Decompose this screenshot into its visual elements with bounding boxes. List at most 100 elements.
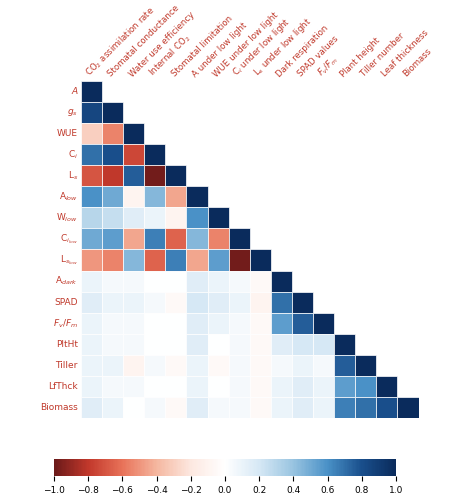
Bar [376,376,397,397]
Bar [123,292,144,313]
Text: C$_i$ under low light: C$_i$ under low light [230,15,294,79]
Bar [81,334,102,355]
Bar [229,397,250,418]
Bar [81,292,102,313]
Bar [144,144,166,165]
Bar [123,355,144,376]
Bar [186,249,207,271]
Bar [123,376,144,397]
Bar [81,313,102,334]
Bar [81,376,102,397]
Bar [229,313,250,334]
Bar [250,397,271,418]
Text: L$_s$: L$_s$ [68,169,78,182]
Bar [186,186,207,207]
Bar [292,334,313,355]
Bar [271,397,292,418]
Bar [271,292,292,313]
Bar [102,144,123,165]
Bar [186,292,207,313]
Bar [123,165,144,186]
Bar [271,376,292,397]
Bar [166,292,186,313]
Bar [81,165,102,186]
Bar [144,334,166,355]
Text: SPAD: SPAD [54,298,78,307]
Bar [81,355,102,376]
Bar [144,165,166,186]
Text: Stomatal limitation: Stomatal limitation [170,14,234,79]
Bar [81,228,102,249]
Bar [250,271,271,292]
Bar [123,334,144,355]
Text: Tiller number: Tiller number [360,32,406,79]
Bar [271,355,292,376]
Text: C$_{i_{low}}$: C$_{i_{low}}$ [60,232,78,246]
Bar [313,397,334,418]
Bar [250,334,271,355]
Bar [229,334,250,355]
Bar [186,397,207,418]
Text: Plant height: Plant height [338,35,382,79]
Bar [123,313,144,334]
Bar [102,249,123,271]
Bar [207,397,229,418]
Text: Dark respiration: Dark respiration [275,23,330,79]
Bar [166,334,186,355]
Bar [207,376,229,397]
Bar [144,186,166,207]
Bar [229,376,250,397]
Bar [207,271,229,292]
Bar [166,376,186,397]
Bar [123,144,144,165]
Bar [271,334,292,355]
Bar [229,271,250,292]
Bar [292,355,313,376]
Text: Stomatal conductance: Stomatal conductance [106,4,181,79]
Bar [81,123,102,144]
Text: C$_i$: C$_i$ [68,148,78,161]
Bar [334,334,355,355]
Bar [207,207,229,228]
Bar [250,313,271,334]
Bar [292,376,313,397]
Text: A$_{low}$: A$_{low}$ [59,191,78,203]
Bar [229,292,250,313]
Bar [102,376,123,397]
Bar [229,355,250,376]
Text: Internal CO$_2$: Internal CO$_2$ [146,31,193,79]
Bar [144,271,166,292]
Text: WUE under low light: WUE under low light [212,10,280,79]
Bar [186,355,207,376]
Bar [81,81,102,102]
Bar [102,207,123,228]
Bar [207,355,229,376]
Bar [144,355,166,376]
Text: Water use efficiency: Water use efficiency [127,10,196,79]
Bar [355,397,376,418]
Bar [186,271,207,292]
Bar [102,292,123,313]
Bar [102,228,123,249]
Bar [102,334,123,355]
Bar [334,376,355,397]
Bar [81,397,102,418]
Bar [250,292,271,313]
Bar [166,397,186,418]
Bar [102,271,123,292]
Bar [207,334,229,355]
Text: PltHt: PltHt [56,340,78,349]
Text: g$_s$: g$_s$ [67,107,78,118]
Bar [355,355,376,376]
Bar [229,228,250,249]
Bar [144,207,166,228]
Bar [102,186,123,207]
Bar [123,397,144,418]
Bar [123,207,144,228]
Bar [102,397,123,418]
Bar [313,334,334,355]
Bar [123,271,144,292]
Bar [376,397,397,418]
Bar [186,313,207,334]
Bar [123,228,144,249]
